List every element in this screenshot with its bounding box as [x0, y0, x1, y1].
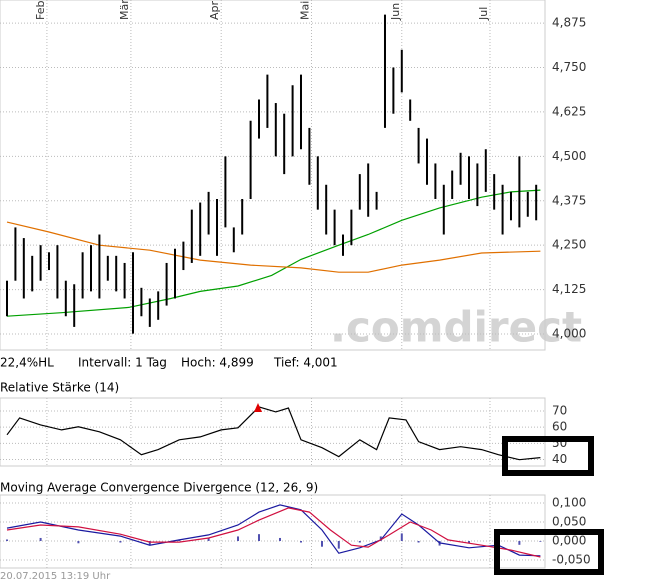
- annotation: Intervall: 1 Tag: [78, 356, 167, 370]
- y-tick-label: 0,050: [552, 514, 586, 528]
- histogram-bar: [39, 537, 42, 542]
- histogram-bar: [358, 541, 361, 543]
- y-tick-label: 4,125: [552, 282, 586, 296]
- histogram-bar: [207, 537, 210, 542]
- histogram-bar: [400, 533, 403, 542]
- panel-title: Moving Average Convergence Divergence (1…: [0, 481, 318, 495]
- histogram-bar: [178, 540, 181, 542]
- highlight-box: [494, 529, 604, 575]
- highlight-box: [502, 436, 594, 476]
- histogram-bar: [148, 541, 151, 545]
- x-tick-label: Mai: [298, 1, 311, 20]
- histogram-bar: [257, 534, 260, 542]
- y-tick-label: 4,750: [552, 60, 586, 74]
- y-tick-label: 0,000: [552, 534, 586, 548]
- histogram-bar: [417, 541, 420, 543]
- panel-frame: [0, 0, 546, 351]
- annotation: Hoch: 4,899: [181, 356, 254, 370]
- line: [6, 189, 541, 317]
- x-tick-label: Apr: [208, 0, 221, 20]
- plot-area: 4,875 4,750 4,625 4,500 4,375 4,250 4,125 4,000…: [0, 0, 591, 569]
- x-tick-label: Jul: [477, 7, 490, 21]
- y-tick-label: 4,875: [552, 16, 586, 30]
- histogram-bar: [320, 541, 323, 547]
- annotation: Tief: 4,001: [273, 356, 338, 370]
- watermark: .comdirect: [330, 303, 582, 352]
- panel-title: Relative Stärke (14): [0, 381, 119, 395]
- x-tick-label: Jun: [389, 3, 402, 21]
- line: [6, 504, 541, 557]
- y-tick-label: 4,375: [552, 193, 586, 207]
- histogram-bar: [379, 536, 382, 542]
- histogram-bar: [278, 537, 281, 542]
- timestamp: 20.07.2015 13:19 Uhr: [0, 571, 111, 582]
- peak-marker: [254, 403, 262, 412]
- y-tick-label: 70: [552, 403, 567, 417]
- y-tick-label: 0,100: [552, 495, 586, 509]
- line: [6, 507, 541, 558]
- y-tick-label: -0,050: [552, 553, 591, 567]
- histogram-bar: [236, 536, 239, 542]
- x-tick-label: Feb: [34, 1, 47, 20]
- histogram-bar: [299, 541, 302, 543]
- y-tick-label: 60: [552, 420, 567, 434]
- histogram-bar: [337, 541, 340, 549]
- x-tick-label: Mär: [118, 0, 131, 20]
- histogram-bar: [539, 541, 542, 542]
- y-tick-label: 40: [552, 452, 567, 466]
- y-tick-label: 4,625: [552, 104, 586, 118]
- panel-frame: [0, 397, 546, 467]
- histogram-bar: [77, 541, 80, 544]
- line: [6, 406, 541, 461]
- histogram-bar: [6, 539, 9, 542]
- y-tick-label: 4,500: [552, 149, 586, 163]
- histogram-bar: [467, 541, 470, 544]
- y-tick-label: 4,250: [552, 238, 586, 252]
- histogram-bar: [518, 541, 521, 545]
- y-tick-label: 4,000: [552, 327, 586, 341]
- annotation: 22,4%HL: [0, 356, 54, 370]
- histogram-bar: [119, 541, 122, 543]
